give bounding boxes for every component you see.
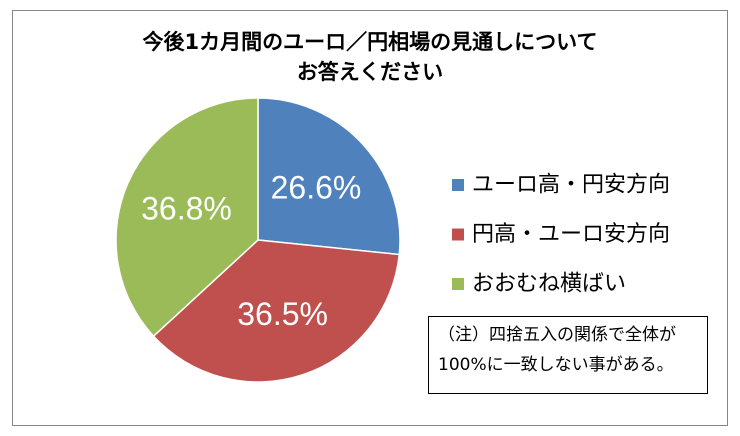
pie-slice-3: [115, 97, 259, 338]
legend-label: おおむね横ばい: [472, 272, 626, 297]
legend-swatch: [452, 228, 464, 241]
data-label-3: 36.8%: [141, 191, 232, 227]
legend-swatch: [452, 278, 464, 290]
note-box: [428, 316, 708, 394]
pie-slice-2: [152, 239, 401, 383]
legend-swatch: [452, 179, 464, 191]
data-label-1: 26.6%: [271, 170, 362, 206]
pie-slice-1: [257, 97, 401, 256]
legend-item-2: 円高・ユーロ安方向: [452, 222, 670, 247]
note: （注）四捨五入の関係で全体が 100%に一致しない事がある。: [428, 316, 708, 394]
data-labels: 26.6% 36.5% 36.8%: [141, 170, 361, 332]
note-line-1: （注）四捨五入の関係で全体が: [438, 325, 676, 345]
legend-item-3: おおむね横ばい: [452, 272, 626, 297]
chart-title-line-1: 今後1カ月間のユーロ／円相場の見通しについて: [143, 30, 598, 54]
pie-slices: [115, 97, 401, 383]
note-line-2: 100%に一致しない事がある。: [438, 355, 674, 375]
legend-label: 円高・ユーロ安方向: [472, 222, 670, 247]
chart-title-line-2: お答えください: [297, 60, 443, 84]
legend-item-1: ユーロ高・円安方向: [452, 173, 670, 198]
data-label-2: 36.5%: [237, 296, 328, 332]
legend-label: ユーロ高・円安方向: [472, 173, 670, 198]
